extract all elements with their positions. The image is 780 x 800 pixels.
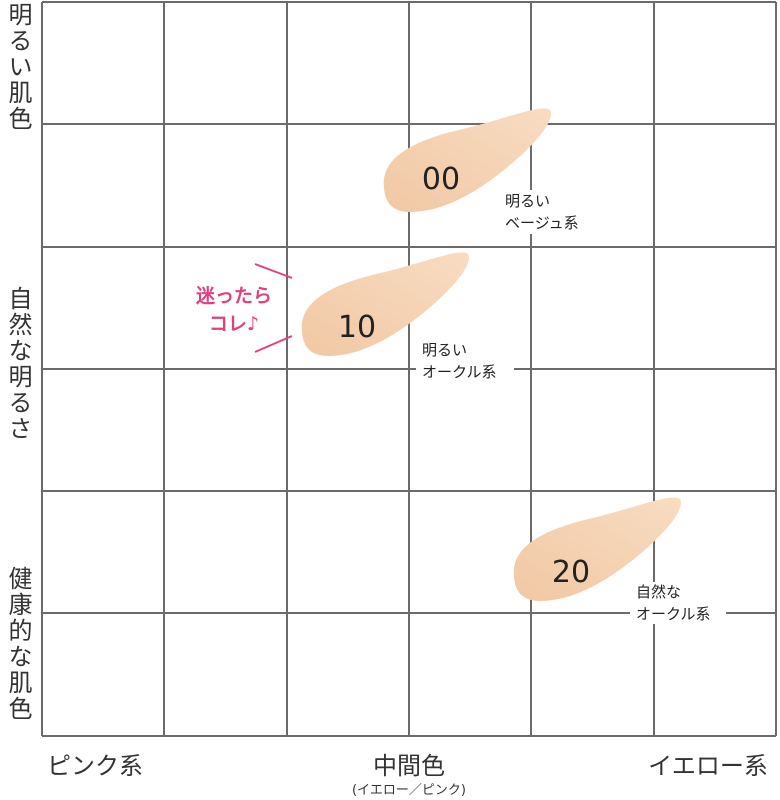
shade-desc: 明るい xyxy=(422,341,467,359)
shade-desc: オークル系 xyxy=(636,605,711,623)
shade-desc: ベージュ系 xyxy=(505,214,579,232)
y-label: 自然な明るさ xyxy=(4,286,32,442)
shade-code: 20 xyxy=(552,555,590,590)
label-bg xyxy=(630,582,726,624)
shade-desc: オークル系 xyxy=(422,363,497,381)
grid xyxy=(41,1,777,737)
x-label: ピンク系 xyxy=(47,752,143,780)
y-label: 健康的な肌色 xyxy=(4,566,32,722)
x-label: イエロー系 xyxy=(648,752,768,780)
shade-code: 10 xyxy=(338,310,376,345)
callout: 迷ったら xyxy=(195,285,272,307)
label-bg xyxy=(500,190,590,234)
x-label: 中間色 xyxy=(373,752,445,780)
callout-mark xyxy=(254,263,293,279)
shade-desc: 自然な xyxy=(636,583,681,601)
callout-mark xyxy=(254,335,293,353)
y-label: 明るい肌色 xyxy=(4,2,32,132)
shade-code: 00 xyxy=(422,162,460,197)
x-sublabel: (イエロー／ピンク) xyxy=(352,783,466,798)
shade-desc: 明るい xyxy=(505,192,550,210)
label-bg xyxy=(416,340,514,382)
callout: コレ♪ xyxy=(209,313,259,335)
